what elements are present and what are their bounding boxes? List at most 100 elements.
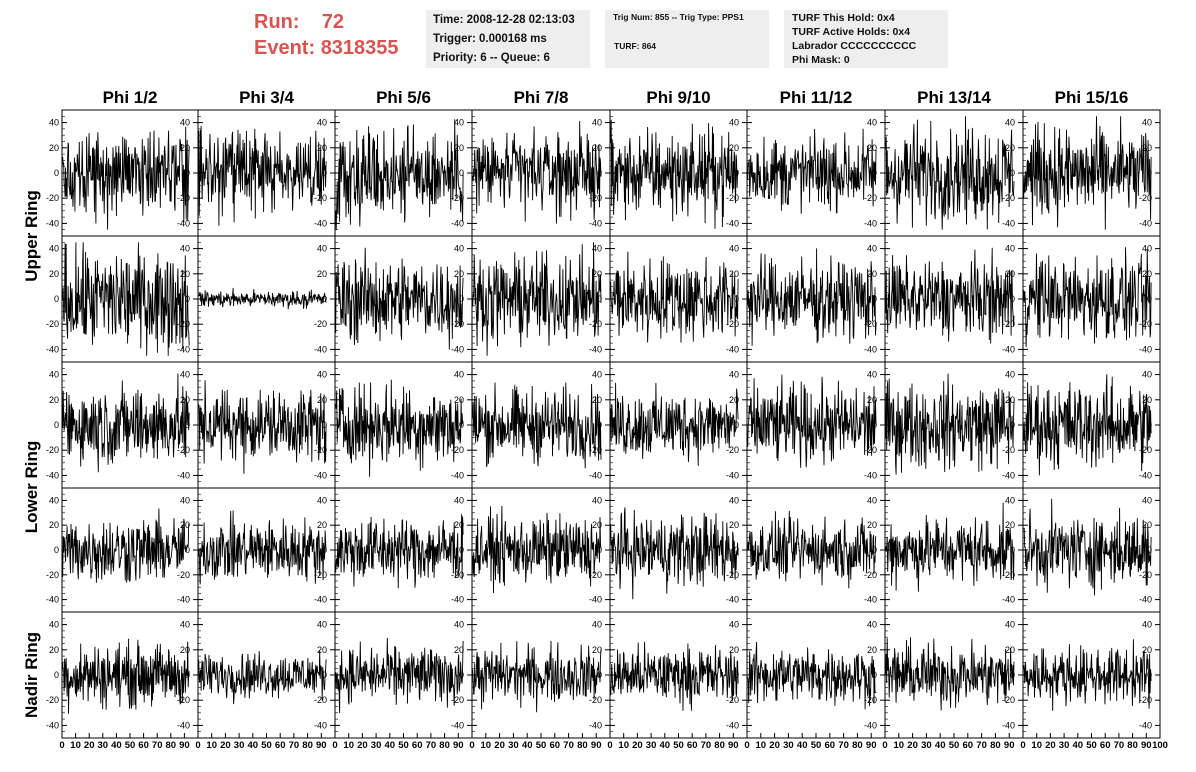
y-tick-label-inner: 20 — [454, 645, 464, 655]
ring-title-1: Upper Ring — [22, 190, 41, 282]
x-tick-label: 90 — [453, 740, 464, 751]
y-tick-label-inner: -20 — [1002, 570, 1015, 580]
x-tick-label: 10 — [894, 740, 905, 751]
y-tick-label-inner: -40 — [864, 218, 877, 228]
time-text: Time: 2008-12-28 02:13:03 — [433, 14, 575, 26]
event-row: Event: 8318355 — [254, 35, 399, 61]
y-tick-label-inner: 40 — [867, 495, 877, 505]
waveform-trace — [198, 125, 327, 226]
waveform-trace — [335, 379, 464, 477]
x-tick-label: 100 — [1152, 740, 1168, 751]
y-tick-label: 40 — [49, 118, 59, 128]
y-tick-label-inner: 20 — [592, 143, 602, 153]
y-tick-label-inner: 40 — [317, 118, 327, 128]
y-tick-label-inner: 40 — [867, 118, 877, 128]
x-tick-label: 30 — [98, 740, 109, 751]
y-tick-label: 0 — [54, 294, 59, 304]
y-tick-label-inner: -20 — [726, 319, 739, 329]
waveform-trace — [62, 242, 190, 356]
y-tick-label-inner: -20 — [589, 570, 602, 580]
y-tick-label-inner: 20 — [180, 520, 190, 530]
x-tick-label: 80 — [577, 740, 588, 751]
y-tick-label-inner: 0 — [185, 545, 190, 555]
x-tick-label: 50 — [1086, 740, 1097, 751]
waveform-trace — [1023, 374, 1152, 476]
y-tick-label-inner: -20 — [314, 570, 327, 580]
x-tick-label: 50 — [261, 740, 272, 751]
phi-title-2: Phi 3/4 — [239, 88, 294, 107]
y-tick-label-inner: 20 — [867, 645, 877, 655]
x-tick-label: 40 — [248, 740, 259, 751]
y-tick-label-inner: -40 — [1002, 344, 1015, 354]
y-tick-label-inner: 0 — [322, 294, 327, 304]
x-tick-label: 70 — [152, 740, 163, 751]
y-tick-label-inner: -40 — [1002, 595, 1015, 605]
y-tick-label-inner: -40 — [451, 720, 464, 730]
y-tick-label-inner: 20 — [592, 269, 602, 279]
y-tick-label-inner: 20 — [317, 143, 327, 153]
y-tick-label-inner: -20 — [864, 193, 877, 203]
y-tick-label-inner: -40 — [589, 218, 602, 228]
y-tick-label-inner: 20 — [1142, 520, 1152, 530]
y-tick-label-inner: 40 — [454, 620, 464, 630]
y-tick-label-inner: 20 — [180, 143, 190, 153]
phi-title-6: Phi 11/12 — [780, 88, 853, 107]
y-tick-label-inner: 40 — [592, 620, 602, 630]
waveform-trace — [747, 128, 877, 214]
y-tick-label-inner: 20 — [592, 645, 602, 655]
turf-active-holds-text: TURF Active Holds: 0x4 — [792, 26, 911, 38]
waveform-trace — [472, 505, 602, 594]
phi-mask-text: Phi Mask: 0 — [792, 54, 850, 66]
x-tick-label: 30 — [508, 740, 519, 751]
x-tick-label: 90 — [1141, 740, 1152, 751]
y-tick-label-inner: 20 — [729, 269, 739, 279]
x-tick-label: 30 — [1059, 740, 1070, 751]
x-tick-label: 50 — [398, 740, 409, 751]
waveform-trace — [198, 287, 327, 310]
x-tick-label: 0 — [607, 740, 612, 751]
x-tick-label: 60 — [825, 740, 836, 751]
waveform-trace — [610, 251, 739, 343]
x-tick-label: 30 — [646, 740, 657, 751]
y-tick-label-inner: -20 — [589, 695, 602, 705]
y-tick-label-inner: 0 — [322, 670, 327, 680]
x-tick-label: 20 — [907, 740, 918, 751]
y-tick-label-inner: 40 — [180, 495, 190, 505]
x-tick-label: 90 — [316, 740, 327, 751]
y-tick-label: -20 — [46, 319, 59, 329]
x-tick-label: 70 — [426, 740, 437, 751]
y-tick-label-inner: -40 — [314, 595, 327, 605]
waveform-trace — [335, 514, 464, 589]
waveform-trace — [1023, 247, 1152, 348]
waveform-trace — [62, 508, 190, 583]
waveform-trace — [62, 373, 190, 473]
x-tick-label: 10 — [1031, 740, 1042, 751]
y-tick-label-inner: 40 — [317, 620, 327, 630]
y-tick-label-inner: -40 — [177, 595, 190, 605]
y-tick-label-inner: 40 — [180, 370, 190, 380]
x-tick-label: 60 — [687, 740, 698, 751]
y-tick-label-inner: -40 — [1139, 595, 1152, 605]
y-tick-label-inner: 0 — [459, 168, 464, 178]
y-tick-label-inner: 40 — [317, 244, 327, 254]
y-tick-label: 0 — [54, 670, 59, 680]
y-tick-label: -20 — [46, 193, 59, 203]
y-tick-label-inner: 40 — [1142, 370, 1152, 380]
waveform-trace — [335, 637, 464, 714]
y-tick-label-inner: -20 — [451, 193, 464, 203]
y-tick-label-inner: 20 — [317, 269, 327, 279]
y-tick-label-inner: -40 — [726, 344, 739, 354]
y-tick-label-inner: -20 — [451, 319, 464, 329]
y-tick-label-inner: -20 — [177, 319, 190, 329]
waveform-trace — [610, 119, 739, 229]
y-tick-label-inner: -20 — [451, 695, 464, 705]
waveform-trace — [62, 638, 190, 714]
run-event-header: Run: 72 Event: 8318355 — [254, 9, 399, 61]
y-tick-label-inner: 40 — [454, 495, 464, 505]
x-tick-label: 60 — [550, 740, 561, 751]
x-tick-label: 50 — [811, 740, 822, 751]
x-tick-label: 10 — [481, 740, 492, 751]
waveform-trace — [198, 650, 327, 705]
priority-text: Priority: 6 -- Queue: 6 — [433, 52, 550, 64]
